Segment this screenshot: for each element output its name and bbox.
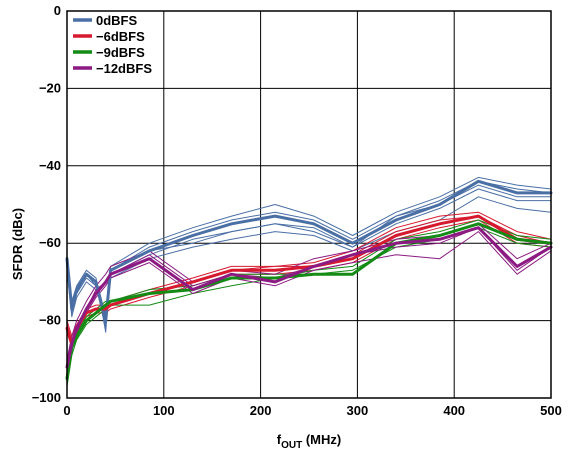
legend: 0dBFS−6dBFS−9dBFS−12dBFS — [73, 13, 152, 76]
series-line — [65, 222, 553, 381]
legend-label: −6dBFS — [96, 29, 145, 44]
x-tick-label: 500 — [540, 403, 562, 418]
y-tick-label: 0 — [54, 3, 61, 18]
series-line — [66, 223, 552, 360]
legend-item: −12dBFS — [73, 61, 152, 76]
x-axis-title-subscript: OUT — [281, 440, 302, 451]
series-line — [65, 179, 553, 323]
series-line — [66, 219, 552, 349]
series-line — [66, 219, 552, 387]
x-axis-title: fOUT (MHz) — [277, 432, 341, 451]
y-tick-label: −80 — [39, 313, 61, 328]
y-axis-title: SFDR (dBc) — [10, 208, 25, 280]
legend-item: −6dBFS — [73, 29, 145, 44]
series-line — [65, 226, 553, 369]
plot-frame — [66, 10, 552, 399]
legend-label: −9dBFS — [96, 45, 145, 60]
x-tick-labels: 0 100 200 300 400 500 — [63, 403, 561, 418]
legend-item: 0dBFS — [73, 13, 138, 28]
y-tick-labels: 0 −20 −40 −60 −80 −100 — [32, 3, 61, 405]
legend-label: 0dBFS — [96, 13, 138, 28]
x-tick-label: 200 — [250, 403, 272, 418]
x-tick-label: 100 — [153, 403, 175, 418]
grid — [67, 11, 551, 398]
y-tick-label: −100 — [32, 390, 61, 405]
series-line — [66, 196, 552, 318]
x-tick-label: 400 — [443, 403, 465, 418]
series-line — [66, 176, 552, 333]
x-axis-title-unit: (MHz) — [302, 432, 341, 447]
y-tick-label: −20 — [39, 80, 61, 95]
y-tick-label: −60 — [39, 235, 61, 250]
x-tick-label: 0 — [63, 403, 70, 418]
series-line — [66, 188, 552, 314]
x-tick-label: 300 — [347, 403, 369, 418]
x-axis-title-main: f — [277, 432, 282, 447]
legend-item: −9dBFS — [73, 45, 145, 60]
legend-label: −12dBFS — [96, 61, 152, 76]
series-lines — [65, 176, 553, 387]
y-tick-label: −40 — [39, 158, 61, 173]
